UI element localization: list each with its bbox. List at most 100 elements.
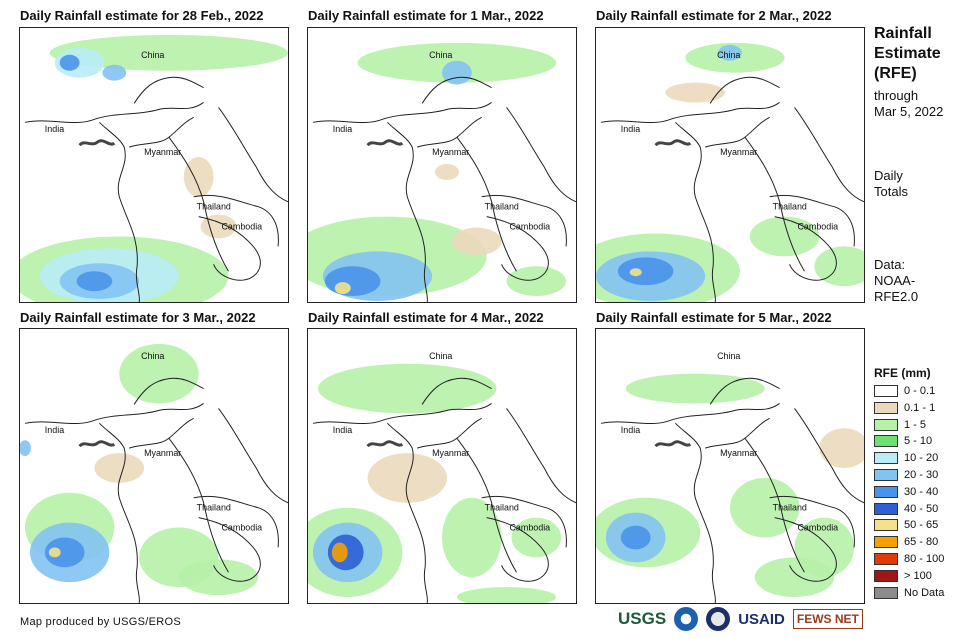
- data-source: Data: NOAA- RFE2.0: [874, 257, 918, 305]
- usaid-seal-icon: [706, 607, 731, 631]
- country-border: [456, 136, 517, 272]
- country-label-china: China: [717, 50, 740, 60]
- country-label-myanmar: Myanmar: [432, 147, 469, 157]
- legend-swatch: [874, 536, 898, 549]
- country-border: [421, 377, 492, 405]
- rainfall-area: [506, 266, 567, 297]
- data-src2: RFE2.0: [874, 289, 919, 304]
- legend-swatch: [874, 485, 898, 498]
- legend-label: 10 - 20: [904, 452, 939, 465]
- rainfall-area: [625, 373, 765, 404]
- country-border: [129, 116, 194, 148]
- legend-swatch: [874, 502, 898, 515]
- country-label-china: China: [717, 351, 740, 361]
- legend-swatch: [874, 452, 898, 465]
- country-border: [774, 517, 837, 582]
- rainfall-area: [94, 453, 145, 483]
- country-border: [794, 107, 864, 203]
- country-border: [168, 437, 229, 573]
- country-border: [456, 437, 517, 573]
- legend-item: No Data: [874, 586, 944, 600]
- country-border: [481, 194, 567, 247]
- country-label-india: India: [621, 425, 640, 435]
- legend-swatch: [874, 519, 898, 532]
- rainfall-area: [48, 547, 61, 558]
- legend-swatch: [874, 435, 898, 448]
- rainfall-area: [317, 363, 497, 414]
- through-text: through: [874, 88, 919, 103]
- legend-item: 0.1 - 1: [874, 401, 935, 415]
- country-border: [744, 136, 805, 272]
- legend-label: 50 - 65: [904, 519, 939, 532]
- country-border: [193, 495, 279, 548]
- rainfall-area: [442, 60, 472, 85]
- country-border: [774, 216, 837, 281]
- legend-item: 30 - 40: [874, 485, 938, 499]
- rainfall-area: [620, 525, 651, 550]
- country-border: [675, 422, 716, 603]
- panel-title-3: Daily Rainfall estimate for 2 Mar., 2022: [596, 8, 832, 23]
- country-border: [198, 216, 261, 281]
- legend-item: 5 - 10: [874, 434, 932, 448]
- rainfall-area: [49, 34, 288, 71]
- country-border: [709, 76, 780, 104]
- legend-label: 0 - 0.1: [904, 385, 936, 397]
- coastline: [654, 440, 692, 448]
- through-label: through Mar 5, 2022: [874, 88, 943, 120]
- rainfall-area: [178, 559, 259, 596]
- rainfall-area: [331, 542, 348, 563]
- country-label-myanmar: Myanmar: [720, 448, 757, 458]
- country-label-thailand: Thailand: [485, 202, 519, 212]
- country-border: [486, 517, 549, 582]
- country-border: [218, 408, 288, 504]
- usaid-logo: USAID: [738, 610, 785, 628]
- legend-item: 20 - 30: [874, 468, 938, 482]
- rainfall-area: [511, 517, 562, 558]
- rainfall-area: [200, 214, 237, 239]
- rainfall-area: [324, 266, 381, 297]
- legend-label: 5 - 10: [904, 435, 933, 448]
- country-label-china: China: [141, 351, 164, 361]
- country-label-india: India: [333, 425, 352, 435]
- country-border: [99, 121, 140, 302]
- rainfall-area: [629, 268, 642, 277]
- country-label-thailand: Thailand: [773, 202, 807, 212]
- rfe-title: Rainfall Estimate (RFE): [874, 24, 941, 84]
- country-border: [417, 116, 482, 148]
- rainfall-map-4: China India Myanmar Thailand Cambodia: [19, 328, 289, 604]
- country-label-cambodia: Cambodia: [221, 222, 262, 232]
- rainfall-area: [749, 216, 820, 257]
- country-label-cambodia: Cambodia: [797, 523, 838, 533]
- panel-title-4: Daily Rainfall estimate for 3 Mar., 2022: [20, 310, 256, 325]
- data-label: Data:: [874, 257, 906, 272]
- country-label-cambodia: Cambodia: [221, 523, 262, 533]
- country-label-china: China: [141, 50, 164, 60]
- country-label-china: China: [429, 351, 452, 361]
- coastline: [366, 440, 404, 448]
- country-border: [218, 107, 288, 203]
- rainfall-area: [617, 257, 674, 286]
- country-label-india: India: [621, 124, 640, 134]
- country-label-india: India: [45, 425, 64, 435]
- noaa-logo-icon: [674, 607, 699, 631]
- usgs-logo: USGS: [618, 609, 667, 628]
- country-border: [486, 216, 549, 281]
- legend-label: 20 - 30: [904, 469, 939, 481]
- country-label-thailand: Thailand: [197, 202, 231, 212]
- country-border: [600, 403, 780, 425]
- legend-item: 0 - 0.1: [874, 384, 935, 398]
- rainfall-area: [442, 497, 502, 578]
- country-label-thailand: Thailand: [197, 503, 231, 513]
- country-border: [675, 121, 716, 302]
- country-label-myanmar: Myanmar: [144, 147, 181, 157]
- legend-swatch: [874, 385, 898, 397]
- panel-title-5: Daily Rainfall estimate for 4 Mar., 2022: [308, 310, 544, 325]
- country-border: [193, 194, 279, 247]
- rainfall-area: [183, 157, 214, 197]
- legend-item: 50 - 65: [874, 518, 938, 532]
- legend-label: 0.1 - 1: [904, 401, 936, 414]
- fews-net-logo: FEWS NET: [792, 609, 863, 629]
- rainfall-area: [102, 64, 127, 81]
- legend-label: No Data: [904, 586, 945, 599]
- rainfall-area: [754, 557, 835, 598]
